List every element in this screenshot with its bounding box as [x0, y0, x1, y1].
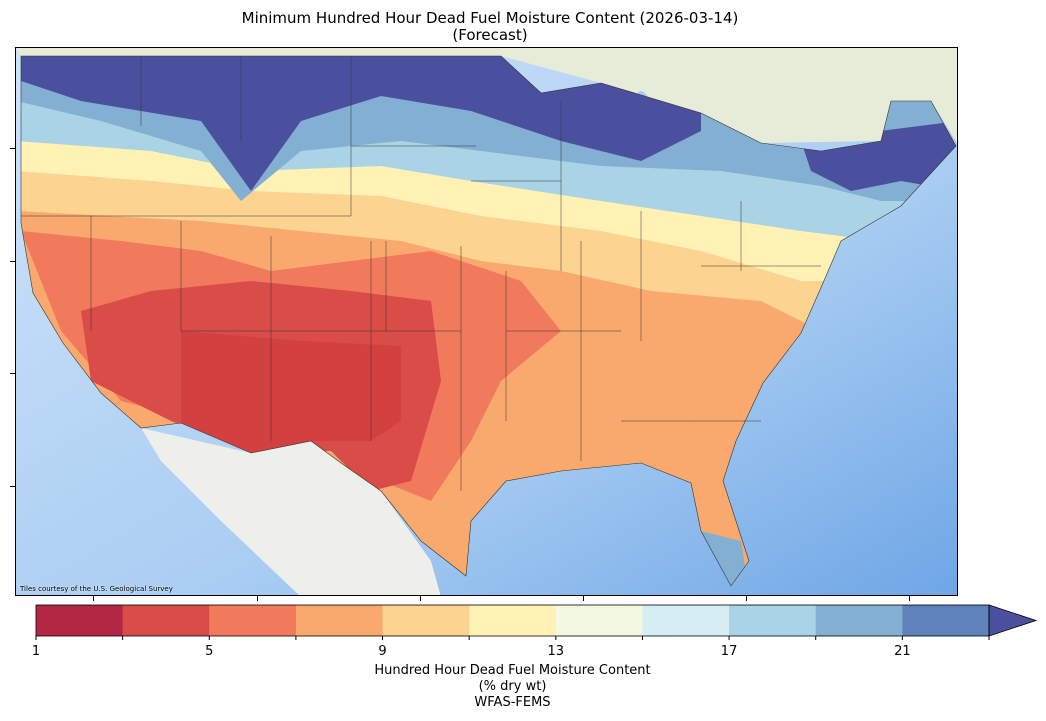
colorbar-units: (% dry wt) [478, 679, 547, 694]
x-axis-tick [93, 596, 94, 601]
colorbar-label: Hundred Hour Dead Fuel Moisture Content … [300, 663, 725, 711]
fuel-moisture-map[interactable]: Tiles courtesy of the U.S. Geological Su… [15, 47, 958, 596]
colorbar-segment [555, 605, 643, 636]
map-attribution: Tiles courtesy of the U.S. Geological Su… [20, 585, 173, 593]
colorbar-segment [382, 605, 470, 636]
colorbar-tick-label: 13 [547, 644, 565, 659]
canada-land [16, 48, 957, 143]
mexico-land [141, 428, 441, 595]
y-axis-tick [10, 261, 15, 262]
colorbar-segment [469, 605, 557, 636]
colorbar-segment [122, 605, 210, 636]
colorbar-extend-arrow [988, 604, 1038, 637]
colorbar-tick-label: 9 [378, 644, 387, 659]
y-axis-tick [10, 148, 15, 149]
state-borders [21, 56, 821, 491]
colorbar-segment [902, 605, 990, 636]
colorbar-tick-label: 1 [31, 644, 41, 659]
colorbar-segment [642, 605, 730, 636]
chart-title: Minimum Hundred Hour Dead Fuel Moisture … [241, 9, 739, 27]
y-axis-tick [10, 486, 15, 487]
colorbar-segment [209, 605, 297, 636]
colorbar-segment [729, 605, 817, 636]
x-axis-tick [420, 596, 421, 601]
x-axis-tick [746, 596, 747, 601]
x-axis-tick [909, 596, 910, 601]
colorbar-tick-label: 5 [205, 644, 214, 659]
x-axis-tick [583, 596, 584, 601]
map-graphic [16, 48, 957, 595]
colorbar-tick-label: 21 [894, 644, 911, 659]
colorbar-outline [35, 604, 990, 637]
colorbar-segment [815, 605, 903, 636]
x-axis-tick [257, 596, 258, 601]
chart-subtitle: (Forecast) [452, 26, 528, 44]
colorbar-segment [36, 605, 124, 636]
colorbar-label-line: Hundred Hour Dead Fuel Moisture Content [374, 663, 651, 678]
colorbar-segment [295, 605, 384, 636]
colorbar-tick-label: 17 [720, 644, 738, 659]
colorbar-source: WFAS-FEMS [474, 695, 551, 710]
y-axis-tick [10, 373, 15, 374]
